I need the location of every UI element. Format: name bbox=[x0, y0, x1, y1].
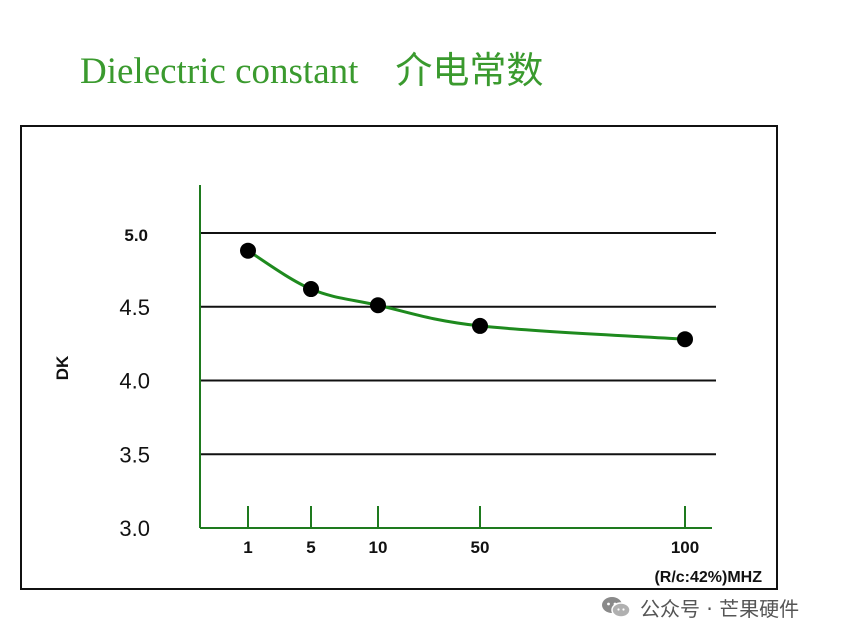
dk-curve bbox=[247, 249, 686, 341]
watermark-text: 公众号 · 芒果硬件 bbox=[640, 596, 800, 621]
y-tick-label: 4.5 bbox=[119, 295, 150, 320]
x-tick-label: 100 bbox=[671, 538, 699, 557]
x-tick-label: 50 bbox=[471, 538, 490, 557]
data-point bbox=[240, 242, 256, 259]
y-tick-label: 3.5 bbox=[119, 442, 150, 467]
slide-title: Dielectric constant 介电常数 bbox=[80, 51, 544, 92]
x-tick-label: 10 bbox=[369, 538, 388, 557]
data-point bbox=[677, 331, 693, 348]
wechat-icon bbox=[600, 595, 632, 619]
data-point bbox=[303, 281, 319, 298]
data-point bbox=[370, 297, 386, 314]
y-tick-label: 3.0 bbox=[119, 516, 150, 541]
data-point bbox=[472, 317, 488, 334]
chart-frame bbox=[20, 125, 778, 590]
x-tick-label: 1 bbox=[243, 538, 252, 557]
y-tick-label: 5.0 bbox=[124, 226, 148, 245]
y-tick-label: 4.0 bbox=[119, 369, 150, 394]
x-tick-label: 5 bbox=[306, 538, 315, 557]
y-axis-label: DK bbox=[53, 355, 72, 380]
watermark: 公众号 · 芒果硬件 bbox=[600, 592, 799, 622]
x-axis-label: (R/c:42%)MHZ bbox=[654, 569, 762, 586]
